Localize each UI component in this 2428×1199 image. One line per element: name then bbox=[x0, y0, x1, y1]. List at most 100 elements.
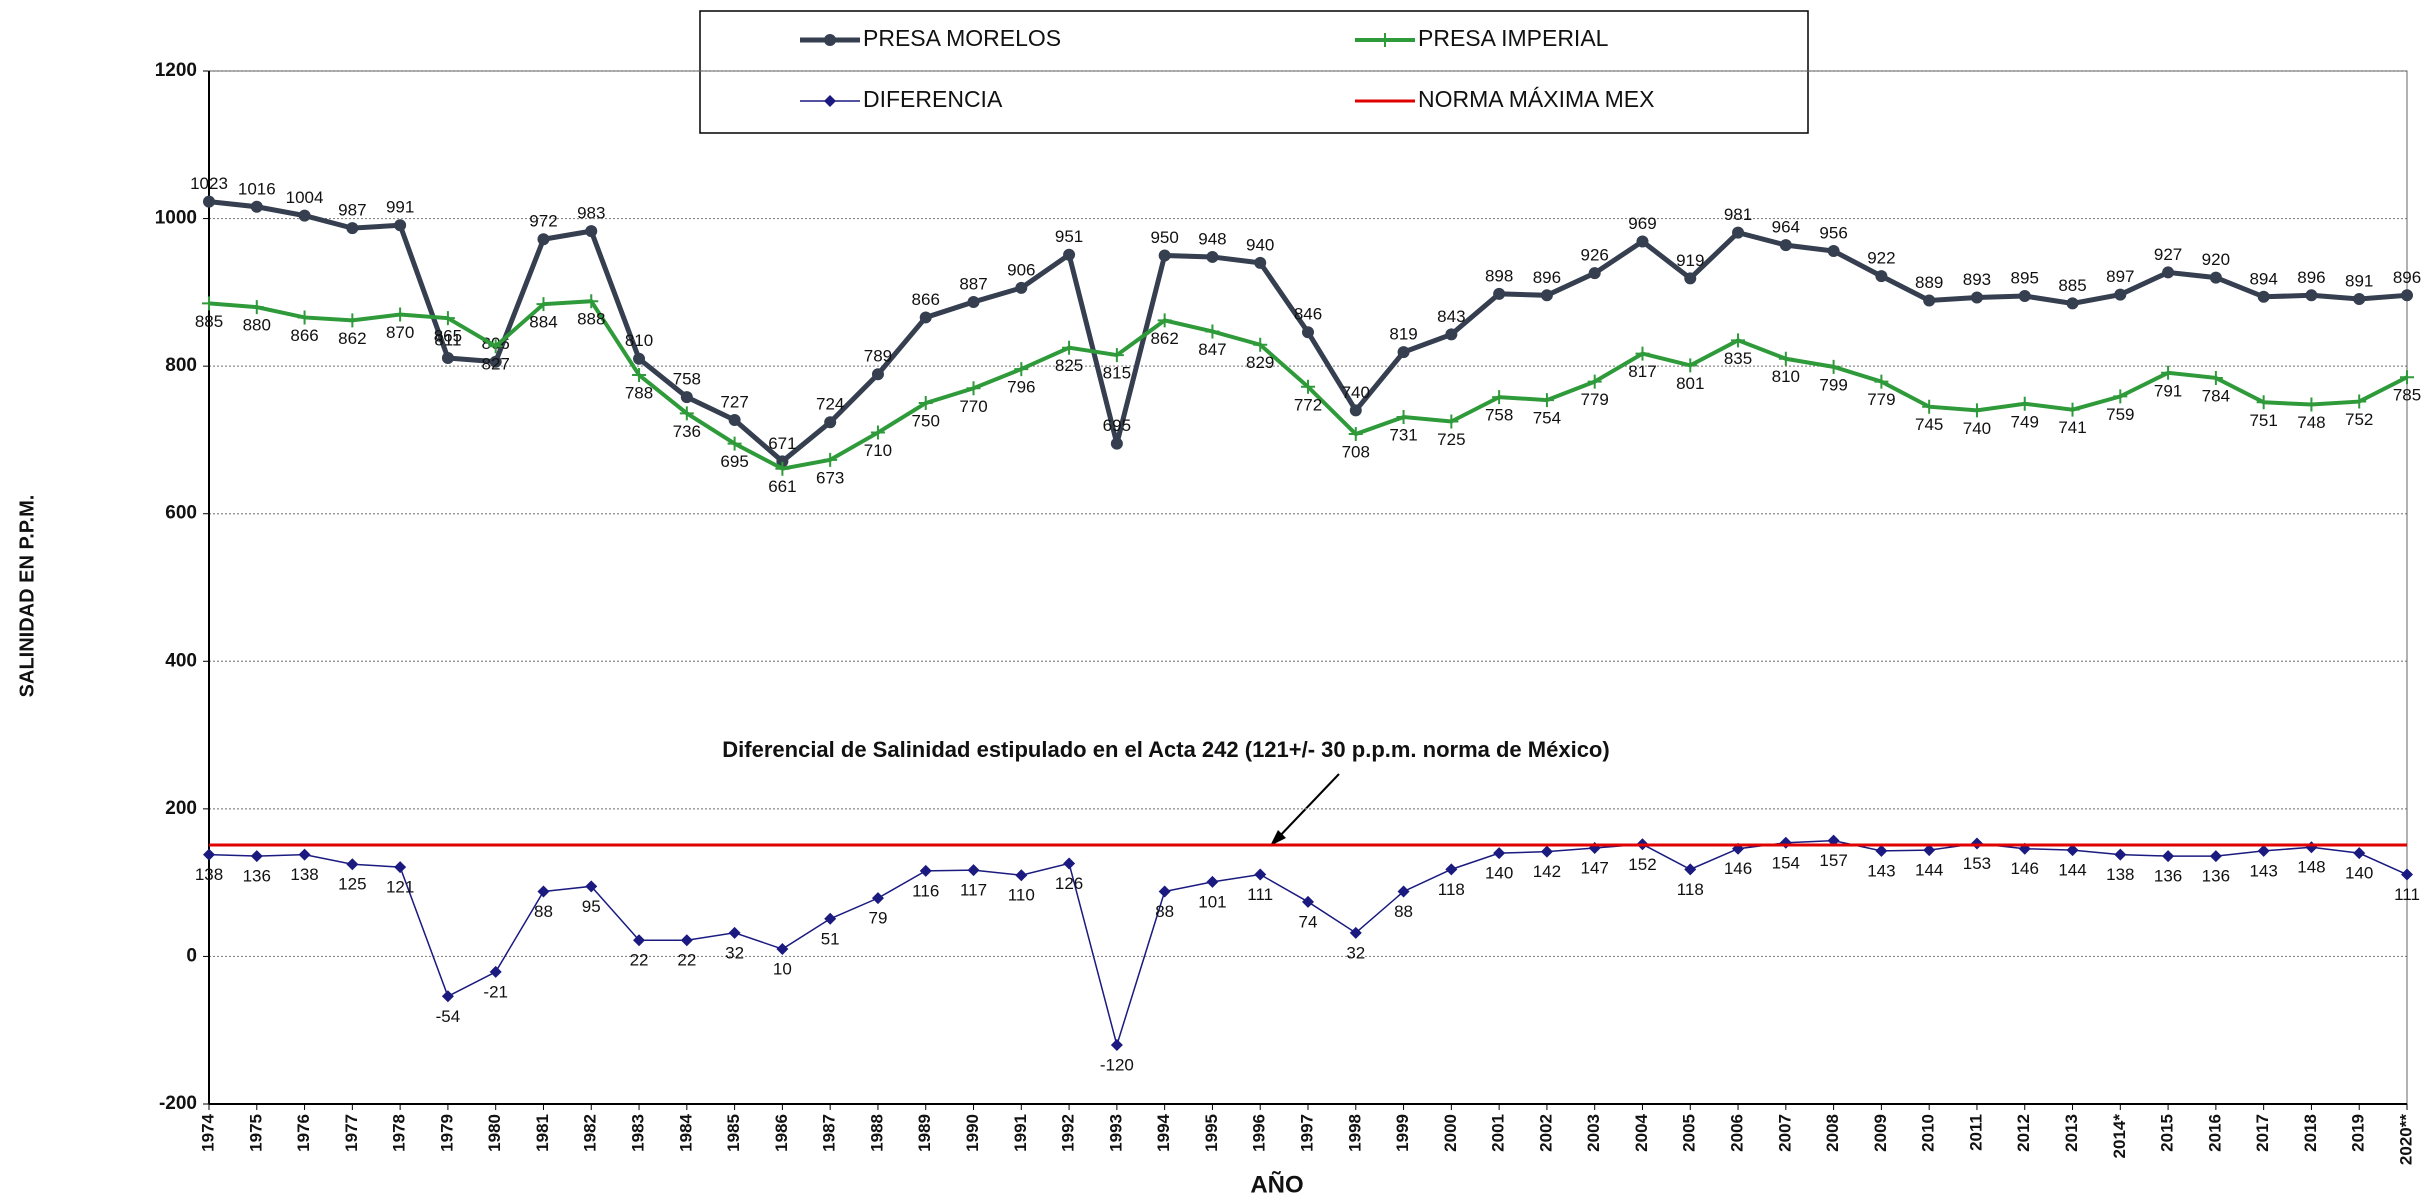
marker bbox=[202, 296, 216, 311]
data-label: -54 bbox=[436, 1007, 461, 1026]
marker bbox=[966, 381, 981, 396]
data-label: 896 bbox=[2297, 268, 2325, 287]
data-label: 898 bbox=[1485, 266, 1513, 285]
data-label: 810 bbox=[1772, 367, 1800, 386]
marker bbox=[1301, 379, 1315, 394]
marker bbox=[2209, 850, 2222, 863]
marker bbox=[2401, 289, 2413, 302]
x-tick-label: 2004 bbox=[1632, 1113, 1651, 1151]
x-tick-label: 1986 bbox=[772, 1114, 791, 1152]
data-label: 951 bbox=[1055, 227, 1083, 246]
data-label: 919 bbox=[1676, 251, 1704, 270]
x-tick-label: 2017 bbox=[2253, 1114, 2272, 1152]
data-label: 889 bbox=[1915, 273, 1943, 292]
marker bbox=[2066, 844, 2079, 857]
marker bbox=[1732, 226, 1745, 239]
data-label: 736 bbox=[673, 422, 701, 441]
marker bbox=[2065, 402, 2080, 417]
marker bbox=[2114, 288, 2127, 301]
marker bbox=[250, 850, 263, 863]
data-label: 708 bbox=[1342, 443, 1370, 462]
x-tick-label: 2016 bbox=[2205, 1114, 2224, 1152]
marker bbox=[2018, 290, 2031, 303]
marker bbox=[2256, 395, 2271, 410]
marker bbox=[1778, 351, 1793, 366]
data-label: 847 bbox=[1198, 340, 1226, 359]
marker bbox=[2305, 289, 2318, 302]
y-tick-label: 800 bbox=[165, 355, 197, 376]
marker bbox=[298, 209, 311, 222]
data-label: 749 bbox=[2011, 412, 2039, 431]
marker bbox=[919, 864, 932, 877]
data-label: 724 bbox=[816, 395, 844, 414]
legend-label: PRESA IMPERIAL bbox=[1418, 25, 1609, 51]
marker bbox=[537, 233, 550, 246]
data-label: 817 bbox=[1628, 362, 1656, 381]
marker bbox=[2353, 847, 2366, 860]
marker bbox=[488, 339, 503, 354]
data-label: 972 bbox=[529, 212, 557, 231]
legend-label: PRESA MORELOS bbox=[863, 25, 1061, 51]
marker bbox=[1540, 289, 1553, 302]
x-tick-label: 2000 bbox=[1441, 1114, 1460, 1152]
marker bbox=[1875, 844, 1888, 857]
marker bbox=[249, 300, 264, 315]
data-label: 799 bbox=[1819, 375, 1847, 394]
data-label: 111 bbox=[2394, 885, 2420, 904]
marker bbox=[1970, 291, 1983, 304]
data-label: 896 bbox=[2393, 268, 2421, 287]
legend bbox=[699, 10, 1809, 134]
data-label: 880 bbox=[243, 316, 271, 335]
legend-label: DIFERENCIA bbox=[863, 86, 1003, 112]
data-label: 866 bbox=[290, 326, 318, 345]
data-label: 981 bbox=[1724, 205, 1752, 224]
marker bbox=[1922, 399, 1937, 414]
marker bbox=[1587, 374, 1602, 389]
data-label: 148 bbox=[2297, 858, 2325, 877]
marker bbox=[1923, 294, 1936, 307]
data-label: 101 bbox=[1198, 892, 1226, 911]
marker bbox=[633, 934, 646, 947]
data-label: 754 bbox=[1533, 409, 1561, 428]
marker bbox=[1378, 33, 1392, 47]
x-tick-label: 1978 bbox=[390, 1114, 409, 1152]
marker bbox=[2162, 266, 2175, 279]
data-label: 138 bbox=[290, 865, 318, 884]
marker bbox=[1683, 358, 1698, 373]
data-label: 88 bbox=[1155, 902, 1174, 921]
marker bbox=[1349, 926, 1362, 939]
marker bbox=[537, 885, 550, 898]
y-tick-label: 400 bbox=[165, 650, 197, 671]
marker bbox=[1539, 393, 1554, 408]
marker bbox=[345, 313, 360, 328]
x-tick-label: 1990 bbox=[963, 1114, 982, 1152]
marker bbox=[1015, 869, 1028, 882]
x-tick-label: 1997 bbox=[1297, 1114, 1316, 1152]
data-label: 801 bbox=[1676, 374, 1704, 393]
marker bbox=[2162, 850, 2175, 863]
data-label: 144 bbox=[1915, 861, 1943, 880]
data-label: 140 bbox=[2345, 864, 2373, 883]
data-label: 695 bbox=[720, 452, 748, 471]
data-label: 111 bbox=[1247, 885, 1273, 904]
x-tick-label: 2005 bbox=[1680, 1114, 1699, 1152]
data-label: 770 bbox=[959, 397, 987, 416]
x-tick-label: 2003 bbox=[1584, 1114, 1603, 1152]
x-tick-label: 2012 bbox=[2014, 1114, 2033, 1152]
marker bbox=[203, 195, 215, 208]
data-label: 661 bbox=[768, 477, 796, 496]
marker bbox=[728, 926, 741, 939]
x-tick-label: 2019 bbox=[2349, 1114, 2368, 1152]
data-label: 894 bbox=[2249, 269, 2277, 288]
marker bbox=[1445, 328, 1458, 341]
marker bbox=[2113, 389, 2128, 404]
marker bbox=[1444, 414, 1459, 429]
x-tick-label: 2009 bbox=[1871, 1114, 1890, 1152]
data-label: 819 bbox=[1389, 325, 1417, 344]
data-label: 51 bbox=[821, 929, 840, 948]
marker bbox=[824, 95, 836, 107]
data-label: 110 bbox=[1008, 886, 1035, 905]
marker bbox=[1109, 348, 1124, 363]
